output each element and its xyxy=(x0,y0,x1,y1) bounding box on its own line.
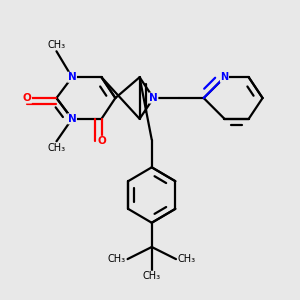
Text: N: N xyxy=(68,114,76,124)
Text: O: O xyxy=(23,93,32,103)
Text: N: N xyxy=(149,93,158,103)
Text: CH₃: CH₃ xyxy=(178,254,196,264)
Text: CH₃: CH₃ xyxy=(47,40,65,50)
Text: CH₃: CH₃ xyxy=(47,143,65,153)
Text: CH₃: CH₃ xyxy=(143,271,161,281)
Text: CH₃: CH₃ xyxy=(108,254,126,264)
Text: N: N xyxy=(220,72,229,82)
Text: N: N xyxy=(68,72,76,82)
Text: O: O xyxy=(97,136,106,146)
